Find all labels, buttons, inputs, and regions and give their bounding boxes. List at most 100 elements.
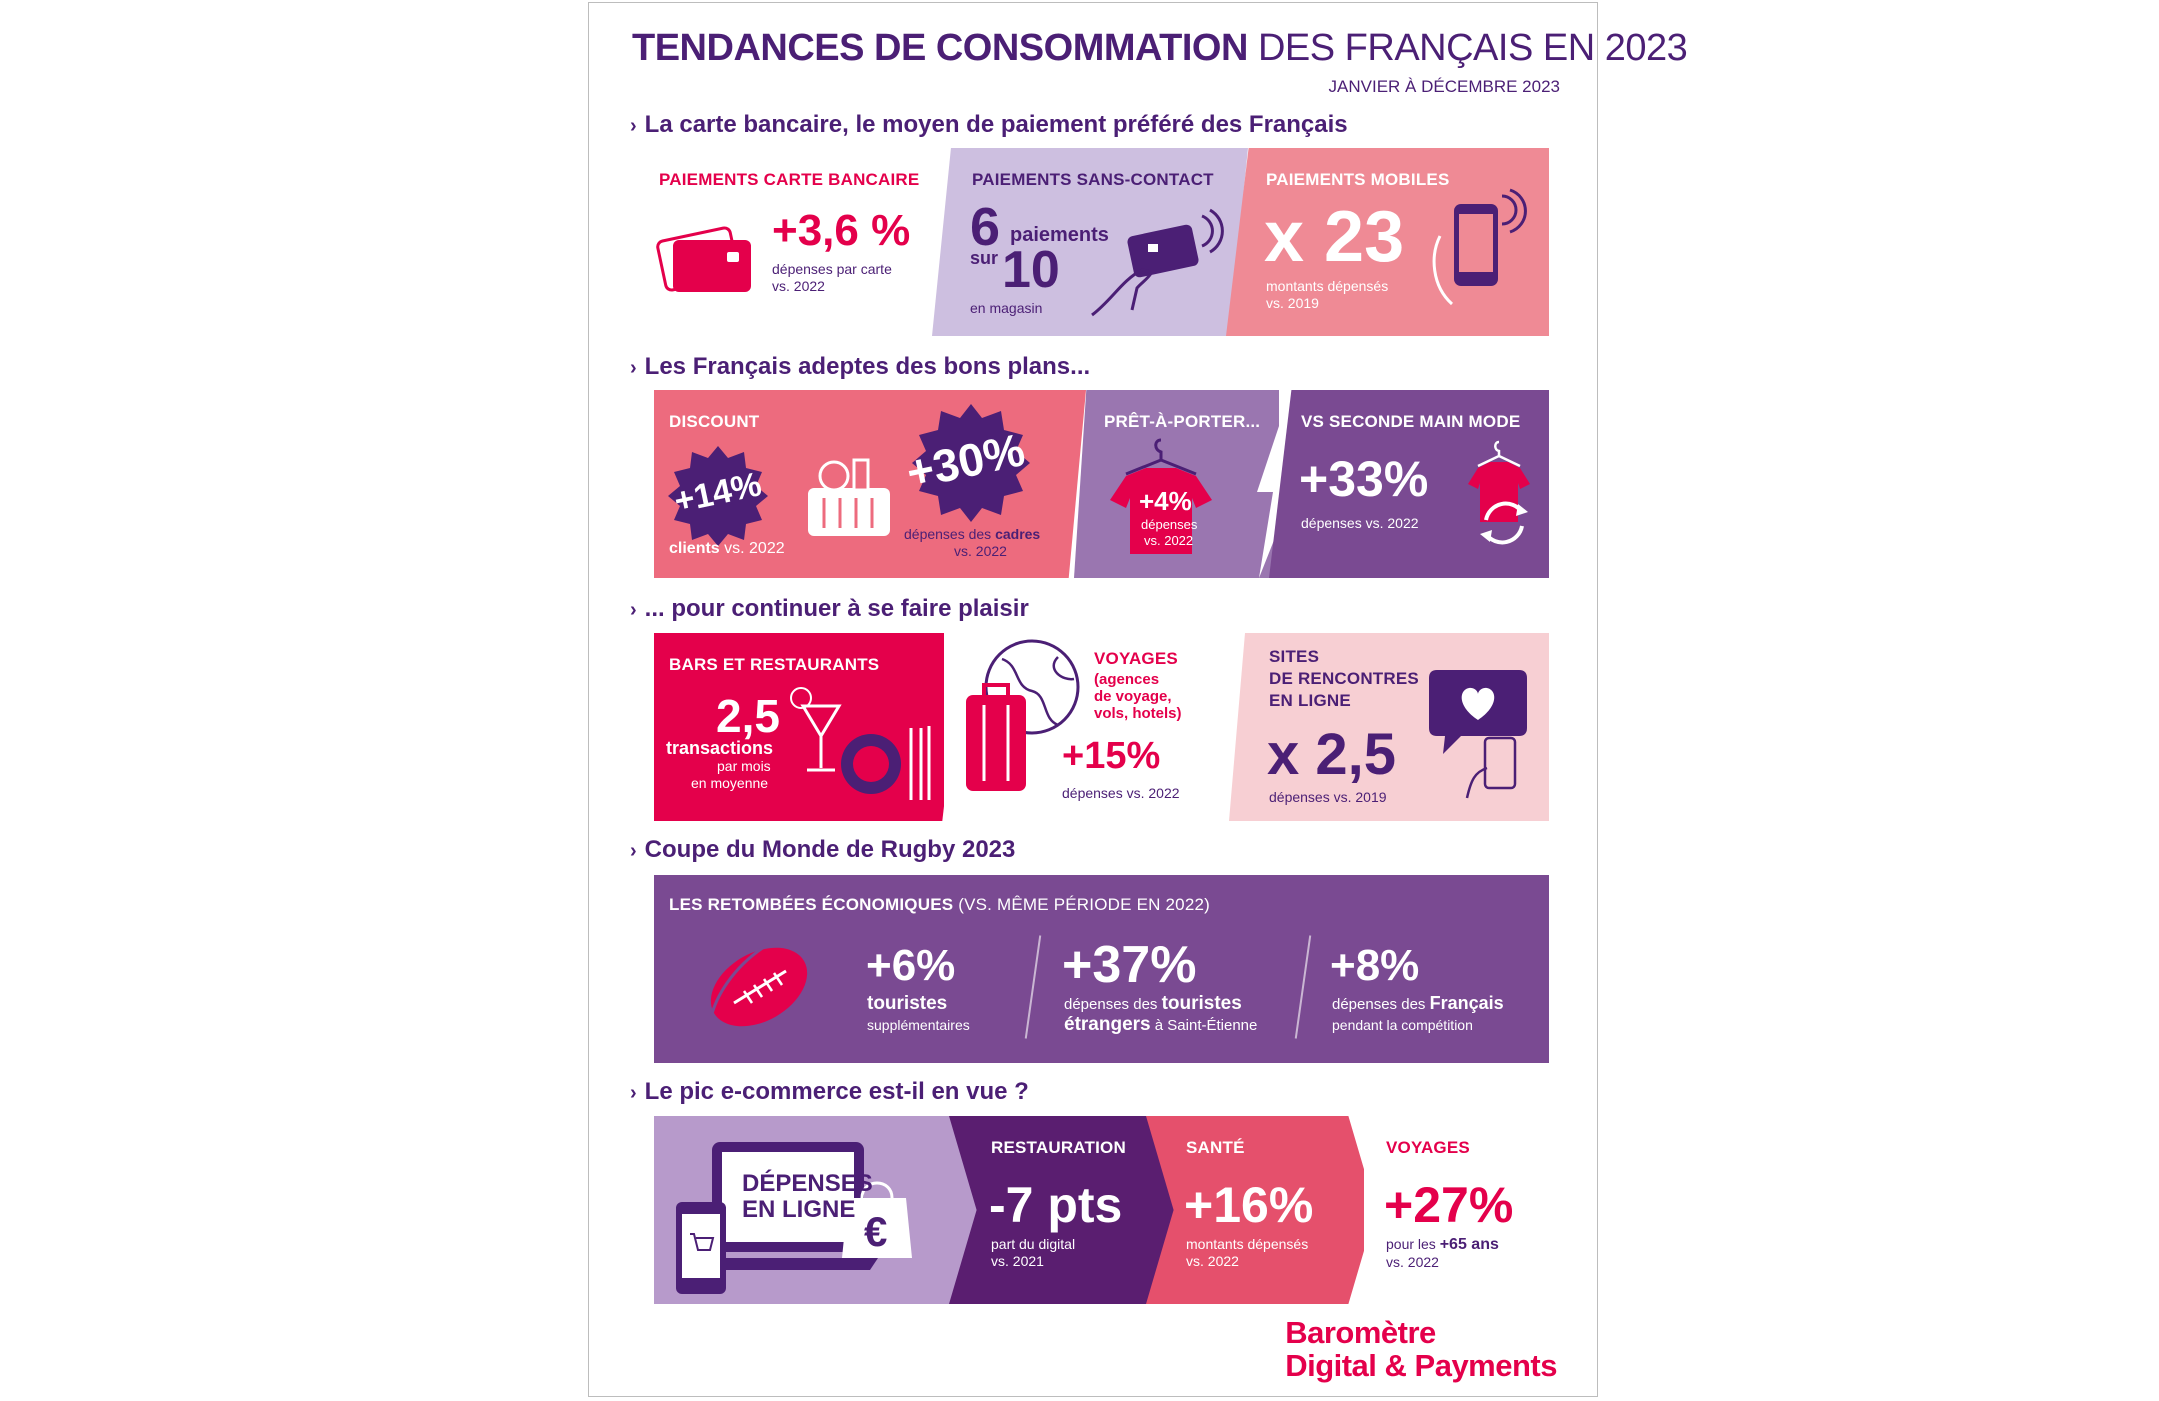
second-hand-label: VS SECONDE MAIN MODE: [1301, 412, 1521, 431]
mobile-payments-value: x 23: [1264, 197, 1405, 277]
sante-label: SANTÉ: [1186, 1138, 1245, 1157]
card-payments-value: +3,6 %: [772, 206, 911, 255]
page-subtitle: JANVIER À DÉCEMBRE 2023: [1328, 77, 1560, 96]
discount-desc2b: vs. 2022: [954, 543, 1007, 559]
rugby-stat3-line1: dépenses des Français: [1332, 993, 1504, 1013]
travel-sub1: (agences: [1094, 671, 1160, 688]
badge-burst-icon: [912, 404, 1030, 522]
card-payments-label: PAIEMENTS CARTE BANCAIRE: [659, 170, 920, 189]
rugby-stat2-line2: étrangers à Saint-Étienne: [1064, 1014, 1258, 1035]
smartphone-hand-icon: [1432, 188, 1527, 306]
bars-restaurants-panel: BARS ET RESTAURANTS 2,5 transactions par…: [654, 633, 964, 821]
travel-sub3: vols, hotels): [1094, 705, 1182, 722]
restauration-panel: RESTAURATION -7 pts part du digital vs. …: [949, 1116, 1179, 1304]
mobile-payments-label: PAIEMENTS MOBILES: [1266, 170, 1450, 189]
ready-to-wear-label: PRÊT-À-PORTER...: [1104, 412, 1261, 431]
contactless-desc: en magasin: [970, 300, 1043, 316]
tshirt-recycle-icon: [1468, 440, 1530, 545]
globe-suitcase-icon: [966, 639, 1080, 791]
rugby-stat1-value: +6%: [866, 941, 956, 990]
discount-desc1: clients vs. 2022: [669, 540, 785, 557]
mobile-payments-desc1: montants dépensés: [1266, 278, 1389, 294]
divider: [1294, 935, 1312, 1039]
restauration-desc2: vs. 2021: [991, 1253, 1044, 1269]
section-heading-rugby: › Coupe du Monde de Rugby 2023: [630, 836, 1016, 863]
chevron-right-icon: ›: [630, 599, 637, 621]
rugby-label: LES RETOMBÉES ÉCONOMIQUES (VS. MÊME PÉRI…: [669, 895, 1210, 914]
cocktail-plate-icon: [790, 687, 931, 800]
bars-value: 2,5: [716, 690, 780, 742]
voyages-desc1: pour les +65 ans: [1386, 1236, 1499, 1253]
ready-to-wear-desc2: vs. 2022: [1144, 533, 1194, 548]
svg-text:€: €: [864, 1208, 887, 1255]
chevron-right-icon: ›: [630, 357, 637, 379]
voyages-desc2: vs. 2022: [1386, 1254, 1439, 1270]
online-spend-line2: EN LIGNE: [742, 1196, 856, 1223]
online-spend-line1: DÉPENSES: [742, 1170, 873, 1197]
bars-label: BARS ET RESTAURANTS: [669, 655, 880, 674]
restauration-desc1: part du digital: [991, 1236, 1076, 1252]
voyages-value: +27%: [1384, 1177, 1514, 1233]
rugby-ball-icon: [708, 945, 808, 1027]
dating-panel: SITES DE RENCONTRES EN LIGNE x 2,5 dépen…: [1229, 633, 1549, 821]
dating-desc: dépenses vs. 2019: [1269, 789, 1387, 805]
discount-label: DISCOUNT: [669, 412, 760, 431]
restauration-value: -7 pts: [989, 1177, 1123, 1233]
sante-panel: SANTÉ +16% montants dépensés vs. 2022: [1146, 1116, 1376, 1304]
brand-logo-line1: Baromètre: [1285, 1315, 1436, 1350]
dating-label2: DE RENCONTRES: [1269, 669, 1419, 688]
divider: [1024, 935, 1042, 1039]
rugby-stat2-value: +37%: [1062, 936, 1197, 994]
ready-to-wear-desc1: dépenses: [1141, 517, 1198, 532]
badge-burst-icon: [668, 446, 768, 546]
section-heading-ecommerce: › Le pic e-commerce est-il en vue ?: [630, 1078, 1029, 1105]
page-title: TENDANCES DE CONSOMMATION DES FRANÇAIS E…: [632, 27, 1688, 69]
sante-value: +16%: [1184, 1177, 1314, 1233]
restauration-label: RESTAURATION: [991, 1138, 1126, 1157]
travel-value: +15%: [1062, 735, 1161, 777]
dating-label1: SITES: [1269, 647, 1320, 666]
chevron-right-icon: ›: [630, 115, 637, 137]
ready-to-wear-panel: PRÊT-À-PORTER... +4% dépenses vs. 2022: [1074, 390, 1279, 578]
section-heading-card: › La carte bancaire, le moyen de paiement…: [630, 111, 1348, 138]
voyages-ecommerce-panel: VOYAGES +27% pour les +65 ans vs. 2022: [1364, 1116, 1564, 1304]
dating-value: x 2,5: [1267, 722, 1396, 787]
infographic-sheet: TENDANCES DE CONSOMMATION DES FRANÇAIS E…: [588, 2, 1688, 1397]
section-heading-pleasure: ›... pour continuer à se faire plaisir: [630, 595, 1029, 622]
bars-desc2: en moyenne: [691, 775, 769, 791]
brand-logo: Baromètre Digital & Payments: [1285, 1316, 1557, 1382]
rugby-stat3-value: +8%: [1330, 941, 1420, 990]
chat-heart-phone-icon: [1429, 670, 1527, 799]
brand-logo-line2: Digital & Payments: [1285, 1348, 1557, 1383]
rugby-stat3-line2: pendant la compétition: [1332, 1017, 1473, 1033]
discount-panel: DISCOUNT +14% clients vs. 2022 +30% dépe…: [654, 390, 1086, 578]
sante-desc2: vs. 2022: [1186, 1253, 1239, 1269]
chevron-right-icon: ›: [630, 1082, 637, 1104]
mobile-payments-desc2: vs. 2019: [1266, 295, 1319, 311]
rugby-stat2-line1: dépenses des touristes: [1064, 993, 1242, 1014]
card-payments-desc2: vs. 2022: [772, 278, 825, 294]
travel-panel: VOYAGES (agences de voyage, vols, hotels…: [944, 633, 1199, 821]
second-hand-desc: dépenses vs. 2022: [1301, 515, 1419, 531]
sante-desc1: montants dépensés: [1186, 1236, 1309, 1252]
online-spend-panel: € DÉPENSES EN LIGNE: [654, 1116, 984, 1304]
dating-label3: EN LIGNE: [1269, 691, 1351, 710]
voyages-label: VOYAGES: [1386, 1138, 1470, 1157]
bars-desc1: par mois: [717, 758, 771, 774]
contactless-card-hand-icon: [1091, 208, 1224, 317]
second-hand-panel: VS SECONDE MAIN MODE +33% dépenses vs. 2…: [1269, 390, 1549, 578]
contactless-sur: sur: [970, 248, 999, 268]
card-payments-panel: PAIEMENTS CARTE BANCAIRE +3,6 % dépenses…: [649, 148, 949, 336]
travel-desc: dépenses vs. 2022: [1062, 785, 1180, 801]
travel-label: VOYAGES: [1094, 649, 1178, 668]
rugby-panel: LES RETOMBÉES ÉCONOMIQUES (VS. MÊME PÉRI…: [654, 875, 1549, 1063]
travel-sub2: de voyage,: [1094, 688, 1172, 705]
contactless-den: 10: [1002, 241, 1060, 299]
discount-desc2a: dépenses des cadres: [904, 526, 1041, 542]
rugby-stat1-bold: touristes: [867, 993, 948, 1014]
mobile-payments-panel: PAIEMENTS MOBILES x 23 montants dépensés…: [1226, 148, 1549, 336]
card-payments-desc1: dépenses par carte: [772, 261, 892, 277]
shopping-basket-icon: [808, 458, 890, 536]
contactless-num: 6: [970, 197, 1001, 257]
tshirt-hanger-icon: [1110, 438, 1212, 554]
